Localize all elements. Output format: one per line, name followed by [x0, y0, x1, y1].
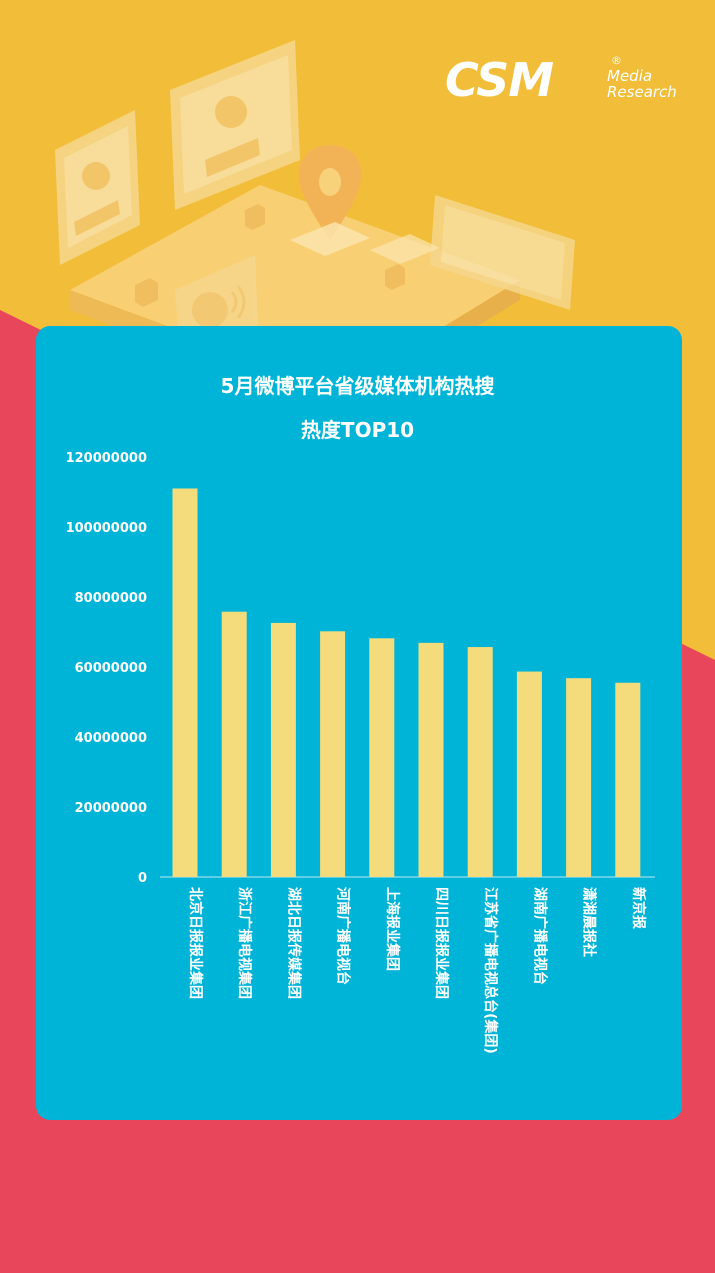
bar [270, 622, 296, 877]
logo-line-research: Research [607, 83, 677, 101]
x-tick-label: 浙江广播电视集团 [236, 887, 253, 999]
y-tick-label: 60000000 [75, 661, 147, 676]
bar [566, 678, 592, 877]
y-tick-label: 80000000 [75, 591, 147, 606]
bar [172, 488, 198, 877]
x-tick-label: 新京报 [630, 887, 647, 929]
x-tick-label: 湖南广播电视台 [531, 887, 548, 985]
registered-mark: ® [611, 54, 622, 67]
bar [320, 631, 346, 877]
chart-title: 5月微博平台省级媒体机构热搜 [220, 374, 495, 398]
screen-icon [170, 40, 300, 210]
y-tick-label: 120000000 [66, 451, 147, 466]
y-tick-label: 20000000 [75, 801, 147, 816]
chart-subtitle: 热度TOP10 [300, 418, 415, 442]
x-tick-label: 上海报业集团 [384, 887, 401, 971]
location-pin-icon [298, 145, 362, 240]
bar [221, 611, 247, 877]
logo-subtitle: Media Research [607, 68, 677, 100]
bar [418, 642, 444, 877]
y-tick-label: 0 [138, 871, 147, 886]
bar [467, 647, 493, 877]
x-tick-label: 北京日报报业集团 [187, 887, 204, 999]
bar [516, 671, 542, 877]
x-tick-label: 四川日报报业集团 [433, 887, 450, 999]
screen-icon [430, 195, 575, 310]
x-tick-label: 潇湘晨报社 [581, 887, 598, 957]
logo-line-media: Media [607, 67, 653, 85]
speaker-icon [175, 255, 258, 330]
csm-logo: CSM ® Media Research [445, 52, 695, 108]
logo-text: CSM [445, 53, 554, 107]
x-tick-label: 河南广播电视台 [335, 887, 352, 985]
screen-icon [55, 110, 140, 265]
x-tick-label: 江苏省广播电视总台(集团) [482, 887, 499, 1054]
x-tick-label: 湖北日报传媒集团 [285, 887, 302, 999]
y-tick-label: 100000000 [66, 521, 147, 536]
bar [615, 682, 641, 877]
y-tick-label: 40000000 [75, 731, 147, 746]
bar [369, 638, 395, 877]
